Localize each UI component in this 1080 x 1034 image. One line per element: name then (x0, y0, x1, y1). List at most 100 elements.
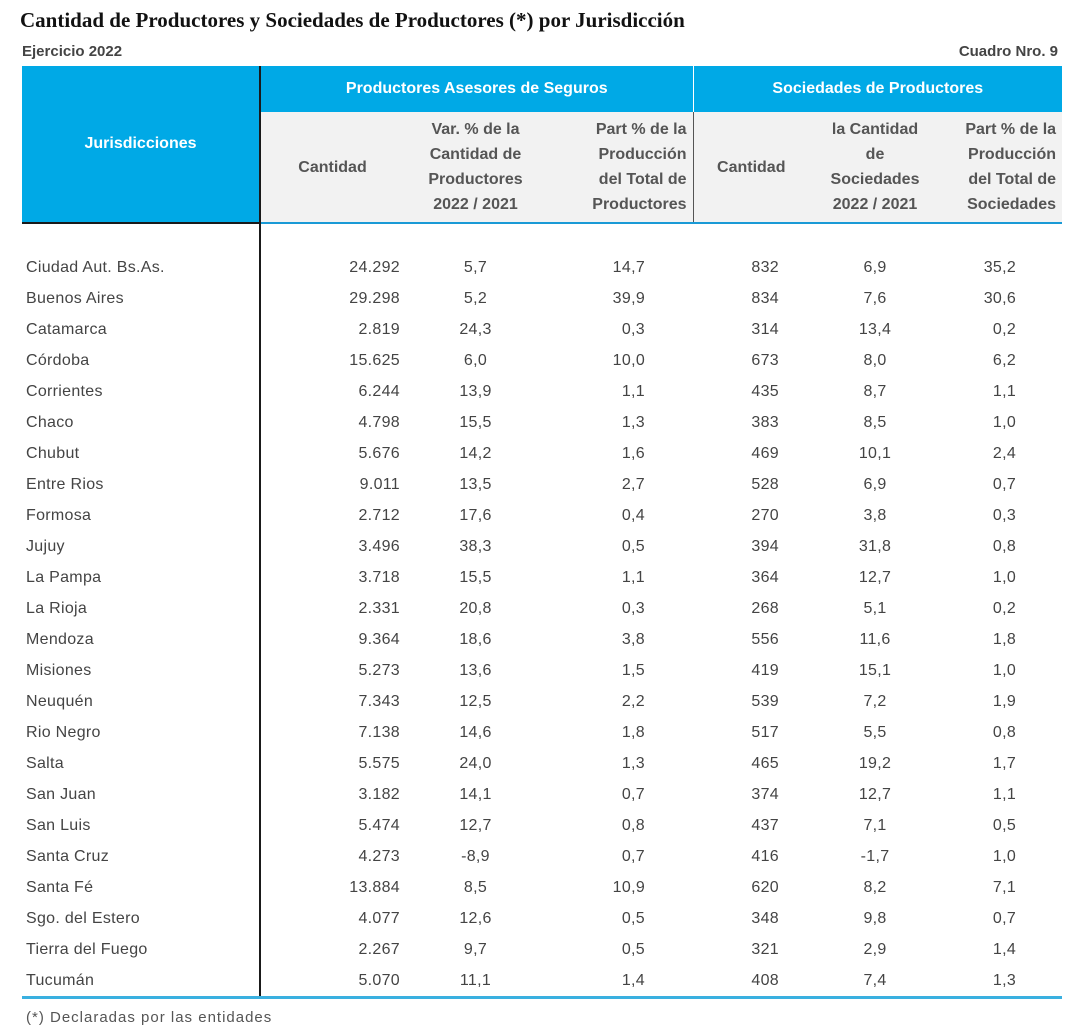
productores-part-cell: 1,3 (621, 754, 646, 772)
jurisdiccion-cell: Ciudad Aut. Bs.As. (22, 252, 261, 283)
sociedades-cantidad-cell: 834 (751, 289, 780, 307)
table-row: Tucumán 5.070 11,1 1,4 408 7,4 1,3 (22, 965, 1063, 999)
productores-var-cell: -8,9 (461, 847, 490, 865)
header-sociedades-var: la Cantidad de Sociedades 2022 / 2021 (813, 112, 938, 224)
productores-cantidad-cell: 7.343 (358, 692, 400, 710)
jurisdiccion-cell: Neuquén (22, 686, 261, 717)
sociedades-cantidad-cell: 528 (751, 475, 780, 493)
sociedades-var-cell: 11,6 (859, 630, 891, 648)
productores-cantidad-cell: 2.712 (358, 506, 400, 524)
productores-table: Jurisdicciones Productores Asesores de S… (22, 66, 1063, 999)
jurisdiccion-cell: Jujuy (22, 531, 261, 562)
header-group-sociedades: Sociedades de Productores (692, 66, 1063, 112)
sociedades-cantidad-cell: 620 (751, 878, 780, 896)
header-group-productores: Productores Asesores de Seguros (260, 66, 694, 112)
productores-part-cell: 0,5 (621, 909, 646, 927)
productores-cantidad-cell: 29.298 (349, 289, 400, 307)
sociedades-cantidad-cell: 416 (751, 847, 780, 865)
sociedades-cantidad-cell: 539 (751, 692, 780, 710)
sociedades-var-cell: 15,1 (858, 661, 892, 679)
productores-var-cell: 8,5 (463, 878, 488, 896)
sociedades-cantidad-cell: 469 (751, 444, 780, 462)
sociedades-cantidad-cell: 270 (751, 506, 780, 524)
sociedades-cantidad-cell: 673 (751, 351, 780, 369)
table-row: La Pampa 3.718 15,5 1,1 364 12,7 1,0 (22, 562, 1062, 593)
jurisdiccion-cell: Buenos Aires (22, 283, 261, 314)
header-sociedades-part: Part % de la Producción del Total de Socie… (937, 112, 1063, 224)
sociedades-part-cell: 1,3 (937, 965, 1063, 999)
productores-var-cell: 24,3 (459, 320, 492, 338)
productores-part-cell: 0,5 (621, 940, 646, 958)
productores-part-cell: 0,3 (621, 599, 646, 617)
productores-part-cell: 1,3 (621, 413, 646, 431)
sociedades-part-cell: 1,4 (992, 940, 1017, 958)
productores-var-cell: 18,6 (459, 630, 492, 648)
productores-cantidad-cell: 9.364 (358, 630, 400, 648)
table-row: Sgo. del Estero 4.077 12,6 0,5 348 9,8 0,7 (22, 903, 1062, 934)
sociedades-part-cell: 0,5 (992, 816, 1017, 834)
jurisdiccion-cell: Mendoza (22, 624, 261, 655)
productores-cantidad-cell: 3.182 (358, 785, 400, 803)
productores-var-cell: 14,2 (459, 444, 492, 462)
sociedades-cantidad-cell: 314 (751, 320, 780, 338)
productores-cantidad-cell: 6.244 (358, 382, 400, 400)
jurisdiccion-cell: Tucumán (22, 965, 261, 999)
sociedades-cantidad-cell: 517 (751, 723, 780, 741)
sociedades-var-cell: 7,4 (813, 965, 938, 999)
table-row: Santa Fé 13.884 8,5 10,9 620 8,2 7,1 (22, 872, 1062, 903)
sociedades-part-cell: 1,8 (992, 630, 1017, 648)
jurisdiccion-cell: La Pampa (22, 562, 261, 593)
sociedades-cantidad-cell: 383 (751, 413, 780, 431)
table-row: San Luis 5.474 12,7 0,8 437 7,1 0,5 (22, 810, 1062, 841)
header-productores-part: Part % de la Producción del Total de Produ… (543, 112, 694, 224)
table-row: Rio Negro 7.138 14,6 1,8 517 5,5 0,8 (22, 717, 1062, 748)
productores-var-cell: 12,7 (459, 816, 492, 834)
productores-var-cell: 12,6 (459, 909, 492, 927)
jurisdiccion-cell: Rio Negro (22, 717, 261, 748)
jurisdiccion-cell: Chaco (22, 407, 261, 438)
table-row: Córdoba 15.625 6,0 10,0 673 8,0 6,2 (22, 345, 1062, 376)
table-row: Entre Rios 9.011 13,5 2,7 528 6,9 0,7 (22, 469, 1062, 500)
productores-var-cell: 13,5 (459, 475, 492, 493)
header-jurisdicciones: Jurisdicciones (22, 66, 261, 224)
table-row: Tierra del Fuego 2.267 9,7 0,5 321 2,9 1,4 (22, 934, 1062, 965)
sociedades-part-cell: 1,0 (992, 847, 1017, 865)
productores-part-cell: 1,8 (621, 723, 646, 741)
productores-part-cell: 0,5 (621, 537, 646, 555)
productores-var-cell: 24,0 (459, 754, 492, 772)
sociedades-cantidad-cell: 348 (751, 909, 780, 927)
productores-var-cell: 17,6 (459, 506, 492, 524)
sociedades-var-cell: 6,9 (863, 258, 887, 276)
jurisdiccion-cell: Santa Cruz (22, 841, 261, 872)
productores-cantidad-cell: 5.474 (358, 816, 400, 834)
sociedades-part-cell: 35,2 (983, 258, 1017, 276)
productores-part-cell: 10,9 (612, 878, 646, 896)
sociedades-part-cell: 0,8 (992, 723, 1017, 741)
sociedades-part-cell: 1,0 (992, 661, 1017, 679)
jurisdiccion-cell: Córdoba (22, 345, 261, 376)
sociedades-part-cell: 6,2 (992, 351, 1017, 369)
table-body: Ciudad Aut. Bs.As. 24.292 5,7 14,7 832 6,9 35,… (22, 223, 1063, 999)
sociedades-cantidad-cell: 465 (751, 754, 780, 772)
productores-part-cell: 0,3 (621, 320, 646, 338)
table-row: Jujuy 3.496 38,3 0,5 394 31,8 0,8 (22, 531, 1062, 562)
sociedades-var-cell: 12,7 (858, 785, 892, 803)
productores-cantidad-cell: 4.798 (358, 413, 400, 431)
header-productores-var: Var. % de la Cantidad de Productores 2022 … (408, 112, 543, 224)
table-row: Neuquén 7.343 12,5 2,2 539 7,2 1,9 (22, 686, 1062, 717)
productores-var-cell: 6,0 (463, 351, 488, 369)
productores-part-cell: 0,7 (621, 847, 646, 865)
productores-var-cell: 5,7 (463, 258, 488, 276)
productores-cantidad-cell: 5.070 (260, 965, 408, 999)
sociedades-cantidad-cell: 408 (693, 965, 814, 999)
productores-cantidad-cell: 2.331 (358, 599, 400, 617)
productores-var-cell: 38,3 (459, 537, 492, 555)
productores-part-cell: 2,7 (621, 475, 646, 493)
sociedades-cantidad-cell: 321 (751, 940, 780, 958)
jurisdiccion-cell: Sgo. del Estero (22, 903, 261, 934)
sociedades-cantidad-cell: 832 (751, 258, 780, 276)
productores-cantidad-cell: 7.138 (358, 723, 400, 741)
jurisdiccion-cell: Tierra del Fuego (22, 934, 261, 965)
productores-var-cell: 14,6 (459, 723, 492, 741)
productores-part-cell: 0,4 (621, 506, 646, 524)
